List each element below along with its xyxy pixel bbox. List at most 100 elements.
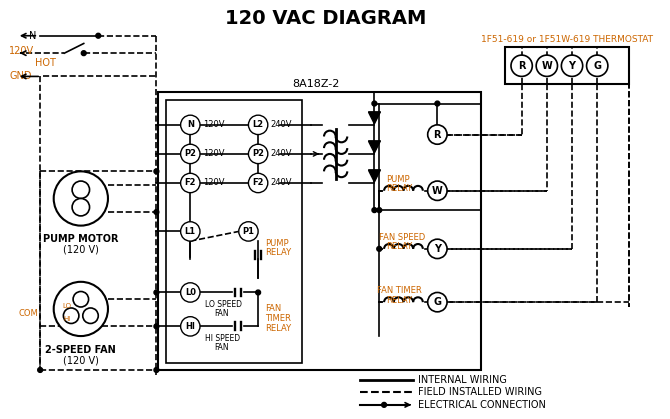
Text: F2: F2	[184, 178, 196, 187]
Text: FAN SPEED: FAN SPEED	[379, 233, 425, 242]
Circle shape	[377, 246, 382, 251]
Circle shape	[586, 55, 608, 76]
Circle shape	[96, 33, 100, 38]
Text: F2: F2	[253, 178, 264, 187]
Circle shape	[427, 239, 447, 259]
Circle shape	[72, 199, 90, 216]
Circle shape	[377, 208, 382, 212]
Text: 8A18Z-2: 8A18Z-2	[293, 79, 340, 89]
Text: 120 VAC DIAGRAM: 120 VAC DIAGRAM	[225, 9, 427, 28]
Text: PUMP: PUMP	[265, 238, 289, 248]
Text: P1: P1	[243, 227, 255, 236]
Text: PUMP: PUMP	[386, 175, 409, 184]
Text: W: W	[541, 61, 552, 71]
Text: FAN: FAN	[265, 305, 281, 313]
Circle shape	[435, 101, 440, 106]
Text: INTERNAL WIRING: INTERNAL WIRING	[418, 375, 507, 385]
Polygon shape	[369, 141, 380, 153]
Circle shape	[181, 144, 200, 163]
Text: 120V: 120V	[203, 120, 224, 129]
Circle shape	[154, 169, 159, 174]
Text: RELAY: RELAY	[265, 324, 291, 333]
Text: Y: Y	[434, 244, 441, 254]
Circle shape	[38, 367, 43, 372]
Text: W: W	[432, 186, 443, 196]
Text: L1: L1	[185, 227, 196, 236]
Circle shape	[181, 283, 200, 302]
Text: L0: L0	[185, 288, 196, 297]
Text: P2: P2	[252, 150, 264, 158]
Circle shape	[239, 222, 258, 241]
Circle shape	[154, 290, 159, 295]
Text: GND: GND	[9, 71, 31, 81]
Bar	[166, 100, 302, 363]
Circle shape	[181, 317, 200, 336]
Circle shape	[372, 208, 377, 212]
Circle shape	[427, 125, 447, 144]
Text: P2: P2	[184, 150, 196, 158]
Text: LO SPEED: LO SPEED	[205, 300, 242, 308]
Text: (120 V): (120 V)	[63, 245, 98, 255]
Text: FIELD INSTALLED WIRING: FIELD INSTALLED WIRING	[418, 387, 542, 397]
Circle shape	[256, 290, 261, 295]
Text: G: G	[433, 297, 442, 307]
Text: TIMER: TIMER	[265, 314, 291, 323]
Circle shape	[154, 324, 159, 329]
Circle shape	[154, 210, 159, 215]
Text: HI SPEED: HI SPEED	[205, 334, 240, 342]
Bar	[158, 92, 481, 370]
Text: 240V: 240V	[271, 150, 292, 158]
Text: COM: COM	[19, 309, 38, 318]
Text: RELAY: RELAY	[386, 184, 412, 193]
Circle shape	[249, 173, 268, 193]
Circle shape	[83, 308, 98, 323]
Text: HI: HI	[64, 316, 71, 322]
Circle shape	[382, 402, 387, 407]
Text: 2-SPEED FAN: 2-SPEED FAN	[46, 344, 116, 354]
Text: L2: L2	[253, 120, 264, 129]
Text: HOT: HOT	[36, 58, 56, 68]
Circle shape	[54, 282, 108, 336]
Circle shape	[81, 51, 86, 56]
Text: FAN: FAN	[214, 309, 229, 318]
Circle shape	[511, 55, 532, 76]
Text: 120V: 120V	[203, 150, 224, 158]
Text: R: R	[433, 129, 441, 140]
Text: ELECTRICAL CONNECTION: ELECTRICAL CONNECTION	[418, 400, 546, 410]
Circle shape	[154, 367, 159, 372]
Text: 240V: 240V	[271, 120, 292, 129]
Circle shape	[561, 55, 583, 76]
Text: RELAY: RELAY	[265, 248, 291, 257]
Text: RELAY: RELAY	[386, 296, 412, 305]
Text: R: R	[518, 61, 525, 71]
Text: N: N	[187, 120, 194, 129]
Text: G: G	[593, 61, 601, 71]
Text: FAN: FAN	[214, 343, 229, 352]
Circle shape	[249, 115, 268, 134]
Text: 240V: 240V	[271, 178, 292, 187]
Text: HI: HI	[186, 322, 195, 331]
Text: FAN TIMER: FAN TIMER	[377, 286, 422, 295]
Polygon shape	[369, 112, 380, 124]
Text: Y: Y	[569, 61, 576, 71]
Circle shape	[73, 292, 88, 307]
Text: LO: LO	[63, 303, 72, 309]
Circle shape	[54, 171, 108, 225]
Circle shape	[181, 222, 200, 241]
Bar	[505, 47, 629, 84]
Text: RELAY: RELAY	[386, 243, 412, 251]
Circle shape	[427, 181, 447, 200]
Circle shape	[372, 101, 377, 106]
Circle shape	[181, 173, 200, 193]
Circle shape	[427, 292, 447, 312]
Polygon shape	[369, 171, 380, 182]
Circle shape	[536, 55, 557, 76]
Text: N: N	[29, 31, 36, 41]
Text: 120V: 120V	[9, 46, 34, 56]
Circle shape	[249, 144, 268, 163]
Text: 1F51-619 or 1F51W-619 THERMOSTAT: 1F51-619 or 1F51W-619 THERMOSTAT	[481, 35, 653, 44]
Circle shape	[64, 308, 79, 323]
Text: (120 V): (120 V)	[63, 355, 98, 365]
Text: PUMP MOTOR: PUMP MOTOR	[43, 234, 119, 244]
Circle shape	[181, 115, 200, 134]
